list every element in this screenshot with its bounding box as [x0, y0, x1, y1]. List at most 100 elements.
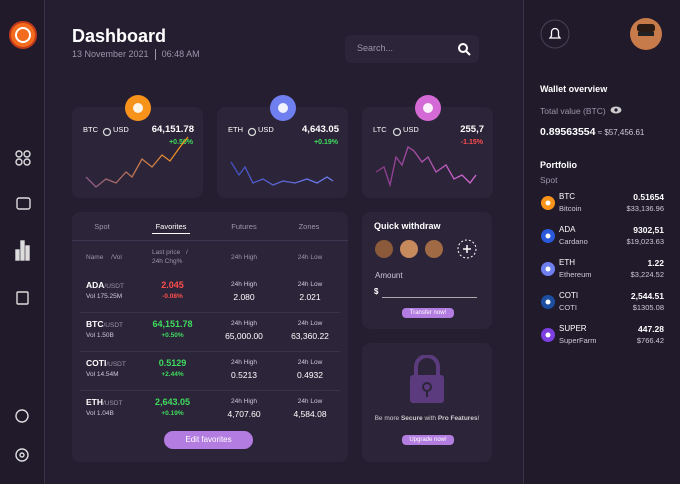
asset-icon-svg: [541, 196, 555, 210]
page-title: Dashboard: [72, 26, 167, 46]
header-chg: 24h Chg%: [152, 258, 183, 265]
date: 13 November 2021 06:48 AM: [72, 49, 200, 61]
row-high-label: 24h High: [230, 281, 258, 288]
row-pair: /USDT: [104, 283, 124, 290]
row-low: 4,584.08: [293, 409, 327, 419]
row-coin: ADA: [86, 280, 105, 290]
total-label: Total value (BTC): [540, 106, 606, 116]
search-icon: [458, 43, 471, 56]
date-text: 13 November 2021: [72, 49, 149, 59]
coin-icon: [269, 94, 297, 127]
row-low-label: 24h Low: [297, 281, 323, 288]
row-price: 2.045: [161, 280, 184, 290]
row-high: 0.5213: [231, 370, 257, 380]
time-text: 06:48 AM: [161, 49, 200, 59]
asset-icon: [540, 195, 556, 216]
swap-icon-svg: [392, 127, 402, 137]
row-low: 0.4932: [297, 370, 323, 380]
row-pair: /USDT: [103, 400, 123, 407]
promo-t5: !: [477, 415, 480, 422]
search-box[interactable]: Search...: [345, 35, 479, 63]
promo-t1: Be more: [374, 415, 401, 422]
ticker-coin: LTC: [373, 125, 387, 134]
row-vol: Vol 1.50B: [86, 332, 114, 339]
row-high-label: 24h High: [230, 359, 258, 366]
transfer-button[interactable]: Transfer now!: [402, 308, 454, 318]
row-name: ADA/USDT: [86, 280, 124, 290]
asset-name: COTI: [559, 303, 577, 312]
eye-icon[interactable]: [610, 105, 622, 115]
ticker-card: LTC USD 255,7 -1.15%: [362, 107, 493, 198]
edit-favorites-button[interactable]: Edit favorites: [164, 431, 253, 449]
sparkline: [362, 117, 493, 202]
row-low: 63,360.22: [291, 331, 329, 341]
row-low-label: 24h Low: [297, 320, 323, 327]
row-coin: ETH: [86, 397, 103, 407]
separator: [154, 49, 156, 61]
asset-value: $1305.08: [632, 303, 664, 312]
coin-icon: [124, 94, 152, 127]
tab[interactable]: Favorites: [155, 222, 187, 231]
total-btc: 0.89563554: [540, 126, 596, 138]
asset-icon-svg: [541, 262, 555, 276]
top-icons: [540, 18, 662, 50]
row-divider: [80, 351, 340, 352]
tab-divider: [72, 240, 348, 241]
row-price: 64,151.78: [152, 319, 193, 329]
row-name: COTI/USDT: [86, 358, 126, 368]
row-price: 2,643.05: [154, 397, 191, 407]
swap-icon-svg: [247, 127, 257, 137]
row-low-label: 24h Low: [297, 359, 323, 366]
row-vol: Vol 1.04B: [86, 410, 114, 417]
currency: $: [374, 287, 379, 296]
asset-value: $19,023.63: [626, 237, 664, 246]
asset-name: Ethereum: [559, 270, 592, 279]
tab[interactable]: Zones: [298, 222, 320, 231]
row-change: -0.08%: [162, 293, 183, 300]
asset-icon-svg: [541, 295, 555, 309]
row-change: +0.19%: [161, 410, 184, 417]
row-low: 2.021: [299, 292, 321, 302]
ticker-price: 4,643.05: [302, 124, 339, 135]
row-high-label: 24h High: [230, 320, 258, 327]
upgrade-button[interactable]: Upgrade now!: [402, 435, 454, 445]
portfolio-title: Portfolio: [540, 160, 577, 170]
row-name: BTC/USDT: [86, 319, 123, 329]
asset-amount: 9302,51: [633, 225, 664, 235]
amount-input-line[interactable]: [382, 297, 477, 298]
sidebar-icons: [9, 21, 37, 462]
row-low-label: 24h Low: [297, 398, 323, 405]
asset-amount: 0.51654: [633, 192, 664, 202]
asset-symbol: BTC: [559, 192, 575, 201]
ticker-coin: ETH: [228, 125, 243, 134]
sparkline: [72, 117, 203, 202]
withdraw-panel: Quick withdraw Amount $ Transfer now!: [362, 212, 492, 329]
swap-icon: [392, 124, 402, 142]
asset-name: Bitcoin: [559, 204, 582, 213]
row-high: 4,707.60: [227, 409, 261, 419]
asset-name: Cardano: [559, 237, 588, 246]
asset-value: $3,224.52: [630, 270, 664, 279]
tab[interactable]: Futures: [231, 222, 257, 231]
ticker-card: ETH USD 4,643.05 +0.19%: [217, 107, 348, 198]
ticker-card: BTC USD 64,151.78 +0.50%: [72, 107, 203, 198]
asset-icon: [540, 294, 556, 315]
search-placeholder: Search...: [357, 43, 394, 53]
asset-symbol: SUPER: [559, 324, 587, 333]
ticker-quote: USD: [113, 125, 129, 134]
ticker-coin: BTC: [83, 125, 98, 134]
total-usd: ≈ $57,456.61: [597, 128, 645, 137]
asset-value: $766.42: [636, 336, 664, 345]
swap-icon: [247, 124, 257, 142]
promo-text: Be more Secure with Pro Features!: [362, 415, 492, 422]
asset-icon-svg: [541, 229, 555, 243]
tab[interactable]: Spot: [94, 222, 110, 231]
row-vol: Vol 14.54M: [86, 371, 119, 378]
asset-amount: 1.22: [647, 258, 664, 268]
promo-panel: Be more Secure with Pro Features! Upgrad…: [362, 343, 492, 462]
header-slash: /: [186, 249, 188, 256]
header-vol: /Vol: [111, 254, 122, 261]
row-high: 65,000.00: [225, 331, 263, 341]
row-high: 2.080: [233, 292, 255, 302]
coin-icon: [414, 94, 442, 127]
